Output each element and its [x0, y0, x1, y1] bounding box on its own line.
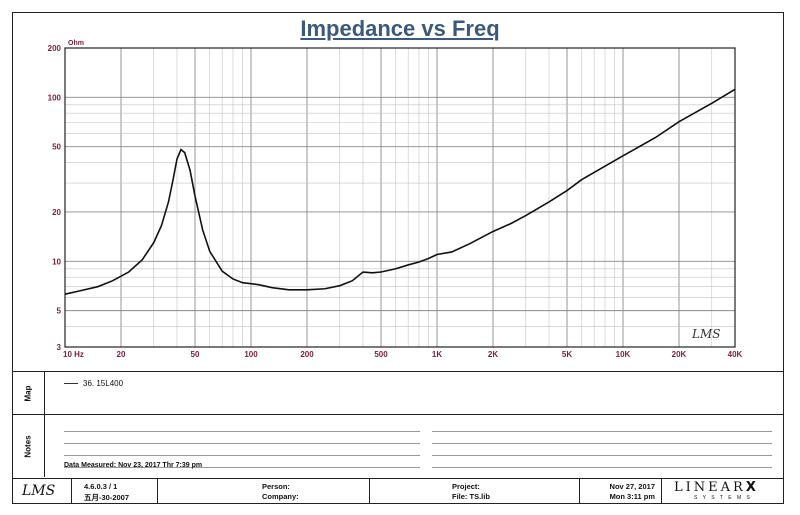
notes-line [64, 467, 420, 468]
map-legend-entry: 36. 15L400 [64, 379, 123, 388]
report-frame [12, 12, 784, 504]
lms-watermark: LMS [691, 327, 720, 341]
footer-project-cell: Project: File: TS.lib [370, 479, 580, 503]
chart-title: Impedance vs Freq [300, 16, 500, 41]
version-date-text: 五月-30-2007 [84, 493, 130, 502]
version-text: 4.6.0.3 / 1 [84, 482, 118, 491]
footer-date-cell: Nov 27, 2017 Mon 3:11 pm [580, 479, 662, 503]
lms-logo: LMS [22, 483, 56, 499]
plot-border [64, 47, 736, 348]
footer-date: Nov 27, 2017 [609, 482, 655, 491]
file-label: File: TS.lib [452, 492, 490, 501]
x-tick-label: 10 Hz [63, 350, 84, 359]
x-tick-label: 500 [374, 350, 388, 359]
brand-systems: S Y S T E M S [694, 495, 752, 501]
brand-linear: LINEAR [674, 480, 746, 495]
x-tick-label: 2K [488, 350, 498, 359]
notes-line [64, 443, 420, 444]
project-label: Project: [452, 482, 480, 491]
x-tick-label: 20K [672, 350, 687, 359]
map-panel: Map 36. 15L400 [12, 371, 784, 415]
x-tick-label: 5K [562, 350, 572, 359]
notes-panel: Notes Data Measured: Nov 23, 2017 Thr 7:… [12, 414, 784, 478]
brand-x: X [745, 480, 759, 495]
legend-series-name: 36. 15L400 [83, 379, 124, 388]
y-tick-label: 100 [48, 93, 62, 102]
notes-line [432, 455, 772, 456]
notes-label: Notes [12, 415, 45, 477]
y-tick-label: 5 [57, 307, 62, 316]
x-tick-label: 1K [432, 350, 442, 359]
y-tick-label: 3 [57, 343, 62, 352]
x-tick-label: 200 [300, 350, 314, 359]
notes-line [64, 455, 420, 456]
footer-version-cell: 4.6.0.3 / 1 五月-30-2007 [72, 479, 158, 503]
x-tick-labels: 10 Hz 20 50 100 200 500 1K 2K 5K 10K 20K 40K [63, 350, 743, 359]
series-line [64, 88, 736, 295]
x-tick-label: 10K [616, 350, 631, 359]
x-tick-label: 50 [191, 350, 200, 359]
notes-line [432, 467, 772, 468]
data-measured-text: Data Measured: Nov 23, 2017 Thr 7:39 pm [64, 462, 203, 469]
y-tick-label: 10 [52, 257, 61, 266]
y-tick-label: 50 [52, 143, 61, 152]
footer-time: Mon 3:11 pm [609, 492, 655, 501]
footer-person-cell: Person: Company: [158, 479, 370, 503]
y-tick-label: 200 [48, 44, 62, 53]
legend-line-swatch [64, 383, 78, 384]
x-tick-label: 20 [117, 350, 126, 359]
report-footer: LMS 4.6.0.3 / 1 五月-30-2007 Person: Compa… [12, 478, 784, 504]
chart-grid [64, 47, 736, 348]
y-axis-unit: Ohm [68, 40, 84, 47]
notes-line [64, 431, 420, 432]
impedance-chart: Ohm 3 5 10 20 50 100 200 10 Hz 20 50 100 200 500 1K 2… [48, 40, 743, 359]
x-tick-label: 100 [244, 350, 258, 359]
map-label: Map [12, 372, 45, 414]
linearx-logo: LINEARX S Y S T E M S [668, 480, 778, 502]
footer-logo-cell: LMS [12, 479, 72, 503]
x-tick-label: 40K [728, 350, 743, 359]
person-label: Person: [262, 482, 290, 491]
notes-line [432, 443, 772, 444]
notes-line [432, 431, 772, 432]
company-label: Company: [262, 492, 299, 501]
y-tick-labels: 3 5 10 20 50 100 200 [48, 44, 62, 352]
y-tick-label: 20 [52, 208, 61, 217]
